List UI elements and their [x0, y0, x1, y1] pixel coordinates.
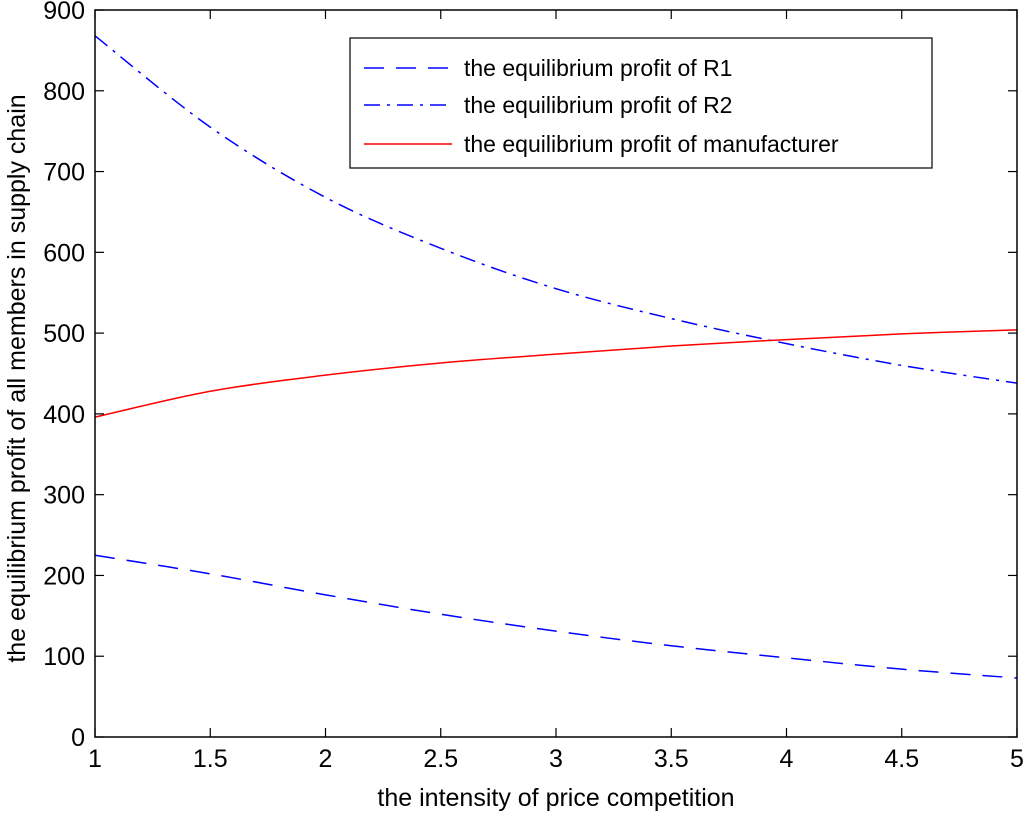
legend-label: the equilibrium profit of R1 [464, 55, 732, 81]
legend-box [349, 37, 933, 169]
y-axis-label: the equilibrium profit of all members in… [3, 94, 31, 662]
x-tick-label: 2.5 [423, 745, 458, 773]
x-axis-label: the intensity of price competition [377, 784, 734, 812]
x-tick-label: 3 [549, 745, 563, 773]
x-tick-label: 4 [780, 745, 794, 773]
ticks-layer [94, 9, 1018, 738]
x-tick-label: 1.5 [193, 745, 228, 773]
x-tick-label: 5 [1010, 745, 1024, 773]
y-tick-label: 600 [43, 239, 85, 267]
y-tick-label: 700 [43, 159, 85, 187]
y-tick-label: 900 [43, 0, 85, 25]
x-tick-label: 3.5 [654, 745, 689, 773]
legend-label: the equilibrium profit of R2 [464, 92, 732, 118]
x-tick-label: 1 [88, 745, 102, 773]
y-tick-label: 300 [43, 482, 85, 510]
x-tick-label: 4.5 [884, 745, 919, 773]
series-manufacturer-line [95, 329, 1017, 418]
y-tick-label: 500 [43, 320, 85, 348]
legend-label: the equilibrium profit of manufacturer [464, 131, 839, 157]
series-layer [95, 35, 1017, 679]
tick-labels-layer: 1 1.5 2 2.5 3 3.5 4 4.5 5 0 100 200 300 400 500 600 700 8… [43, 0, 1024, 773]
series-r2-line [95, 35, 1017, 384]
x-tick-label: 2 [319, 745, 333, 773]
y-tick-label: 100 [43, 643, 85, 671]
y-tick-label: 0 [71, 724, 85, 752]
series-r1-line [95, 554, 1017, 679]
legend: the equilibrium profit of R1 the equilibr… [349, 37, 933, 169]
y-tick-label: 800 [43, 78, 85, 106]
y-tick-label: 400 [43, 401, 85, 429]
y-tick-label: 200 [43, 562, 85, 590]
